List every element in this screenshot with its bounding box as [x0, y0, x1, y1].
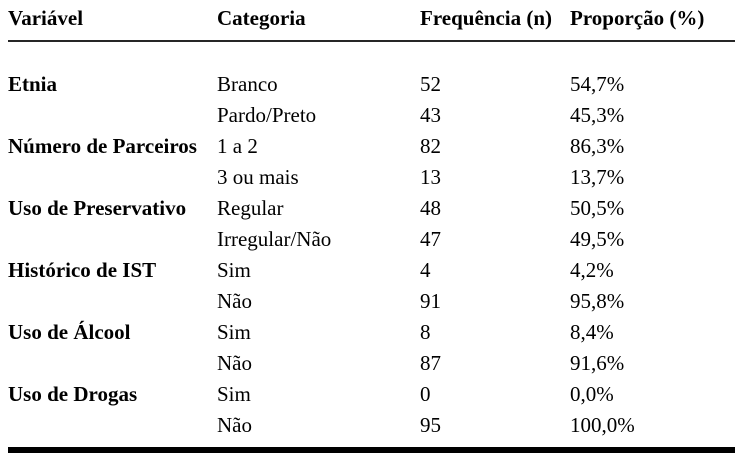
proportion-cell: 49,5%	[570, 226, 625, 251]
table-row: Etnia Branco 52 54,7%	[8, 68, 735, 99]
frequency-cell: 95	[420, 412, 441, 437]
table-row: Uso de Álcool Sim 8 8,4%	[8, 316, 735, 347]
category-cell: Não	[217, 288, 252, 313]
proportion-cell: 50,5%	[570, 195, 625, 220]
col-header-frequencia: Frequência (n)	[420, 6, 570, 42]
frequency-cell: 47	[420, 226, 441, 251]
frequency-cell: 8	[420, 319, 431, 344]
frequency-cell: 48	[420, 195, 441, 220]
table-row: Não 87 91,6%	[8, 347, 735, 378]
table-bottom-rule	[8, 447, 735, 453]
spacer-row	[8, 41, 735, 68]
variable-cell	[8, 161, 217, 192]
proportion-cell: 100,0%	[570, 412, 635, 437]
category-cell: Branco	[217, 71, 278, 96]
category-cell: 3 ou mais	[217, 164, 299, 189]
col-header-proporcao: Proporção (%)	[570, 6, 735, 42]
proportion-cell: 8,4%	[570, 319, 614, 344]
category-cell: Irregular/Não	[217, 226, 332, 251]
category-cell: Sim	[217, 319, 251, 344]
frequency-cell: 87	[420, 350, 441, 375]
table-row: Pardo/Preto 43 45,3%	[8, 99, 735, 130]
proportion-cell: 95,8%	[570, 288, 625, 313]
table-row: Número de Parceiros 1 a 2 82 86,3%	[8, 130, 735, 161]
frequency-cell: 43	[420, 102, 441, 127]
table-row: Histórico de IST Sim 4 4,2%	[8, 254, 735, 285]
frequency-cell: 91	[420, 288, 441, 313]
proportion-cell: 4,2%	[570, 257, 614, 282]
variable-cell: Número de Parceiros	[8, 133, 197, 158]
proportion-cell: 54,7%	[570, 71, 625, 96]
statistics-table: Variável Categoria Frequência (n) Propor…	[8, 6, 735, 440]
variable-cell: Etnia	[8, 71, 58, 96]
proportion-cell: 45,3%	[570, 102, 625, 127]
category-cell: 1 a 2	[217, 133, 258, 158]
variable-cell	[8, 285, 217, 316]
variable-cell	[8, 347, 217, 378]
variable-cell	[8, 99, 217, 130]
table-row: Não 95 100,0%	[8, 409, 735, 440]
variable-cell	[8, 223, 217, 254]
table-row: Uso de Preservativo Regular 48 50,5%	[8, 192, 735, 223]
col-header-variavel: Variável	[8, 6, 217, 42]
category-cell: Regular	[217, 195, 284, 220]
table-row: Não 91 95,8%	[8, 285, 735, 316]
variable-cell	[8, 409, 217, 440]
table-row: Irregular/Não 47 49,5%	[8, 223, 735, 254]
statistics-table-wrapper: Variável Categoria Frequência (n) Propor…	[8, 6, 735, 453]
table-row: Uso de Drogas Sim 0 0,0%	[8, 378, 735, 409]
col-header-categoria: Categoria	[217, 6, 420, 42]
proportion-cell: 13,7%	[570, 164, 625, 189]
proportion-cell: 91,6%	[570, 350, 625, 375]
category-cell: Não	[217, 412, 252, 437]
header-row: Variável Categoria Frequência (n) Propor…	[8, 6, 735, 42]
category-cell: Não	[217, 350, 252, 375]
category-cell: Pardo/Preto	[217, 102, 317, 127]
frequency-cell: 4	[420, 257, 431, 282]
variable-cell: Histórico de IST	[8, 257, 157, 282]
frequency-cell: 82	[420, 133, 441, 158]
variable-cell: Uso de Álcool	[8, 319, 131, 344]
variable-cell: Uso de Preservativo	[8, 195, 187, 220]
proportion-cell: 0,0%	[570, 381, 614, 406]
category-cell: Sim	[217, 381, 251, 406]
frequency-cell: 52	[420, 71, 441, 96]
frequency-cell: 0	[420, 381, 431, 406]
table-row: 3 ou mais 13 13,7%	[8, 161, 735, 192]
category-cell: Sim	[217, 257, 251, 282]
frequency-cell: 13	[420, 164, 441, 189]
proportion-cell: 86,3%	[570, 133, 625, 158]
variable-cell: Uso de Drogas	[8, 381, 138, 406]
